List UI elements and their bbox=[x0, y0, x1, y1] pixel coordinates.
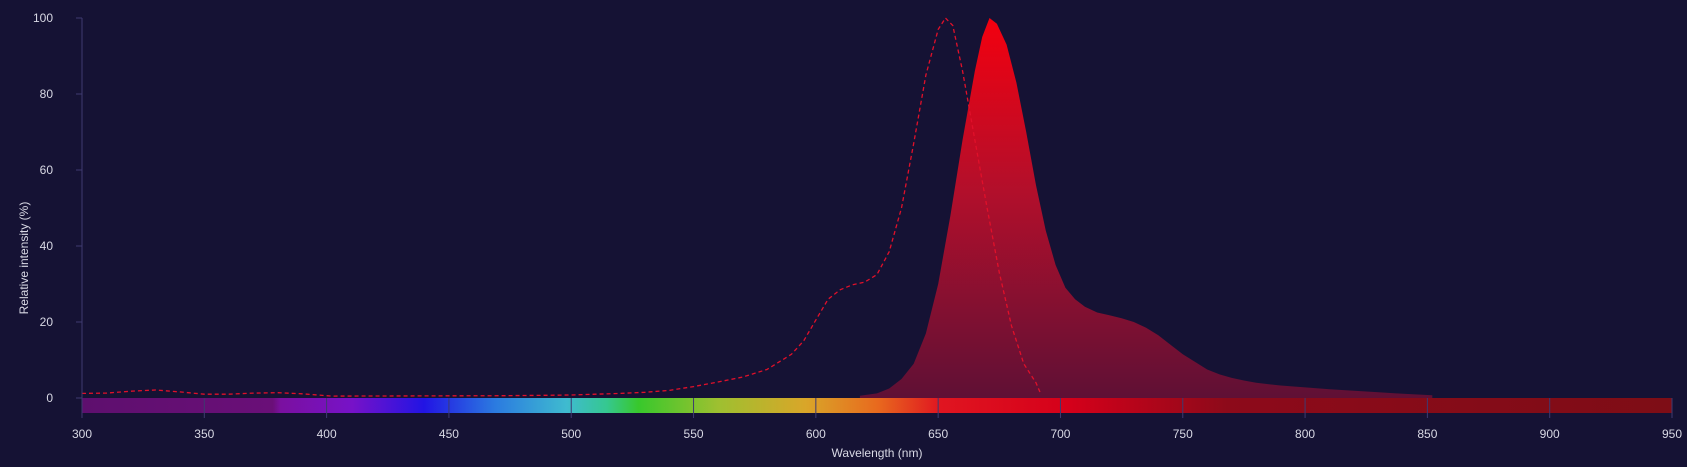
y-axis-title: Relative intensity (%) bbox=[17, 202, 31, 315]
y-tick-label: 100 bbox=[33, 11, 53, 25]
y-tick-label: 20 bbox=[40, 315, 54, 329]
x-tick-label: 500 bbox=[561, 427, 581, 441]
x-tick-label: 900 bbox=[1540, 427, 1560, 441]
x-tick-label: 600 bbox=[806, 427, 826, 441]
emission-area bbox=[859, 18, 1433, 398]
x-tick-label: 850 bbox=[1417, 427, 1437, 441]
x-tick-label: 300 bbox=[72, 427, 92, 441]
x-tick-label: 550 bbox=[684, 427, 704, 441]
y-tick-label: 60 bbox=[40, 163, 54, 177]
y-tick-label: 40 bbox=[40, 239, 54, 253]
x-tick-label: 750 bbox=[1173, 427, 1193, 441]
x-tick-label: 700 bbox=[1050, 427, 1070, 441]
x-tick-label: 800 bbox=[1295, 427, 1315, 441]
x-tick-label: 450 bbox=[439, 427, 459, 441]
x-tick-label: 400 bbox=[317, 427, 337, 441]
x-tick-label: 350 bbox=[194, 427, 214, 441]
x-tick-label: 950 bbox=[1662, 427, 1682, 441]
y-tick-label: 80 bbox=[40, 87, 54, 101]
x-ticks: 300 350 400 450 500 550 600 650 700 750 800 850 900 9… bbox=[72, 398, 1682, 441]
excitation-line bbox=[81, 16, 1042, 397]
y-ticks: 0 20 40 60 80 100 bbox=[33, 11, 82, 405]
spectrum-bar bbox=[82, 398, 1672, 413]
x-axis-title: Wavelength (nm) bbox=[832, 446, 923, 460]
y-tick-label: 0 bbox=[46, 391, 53, 405]
x-tick-label: 650 bbox=[928, 427, 948, 441]
